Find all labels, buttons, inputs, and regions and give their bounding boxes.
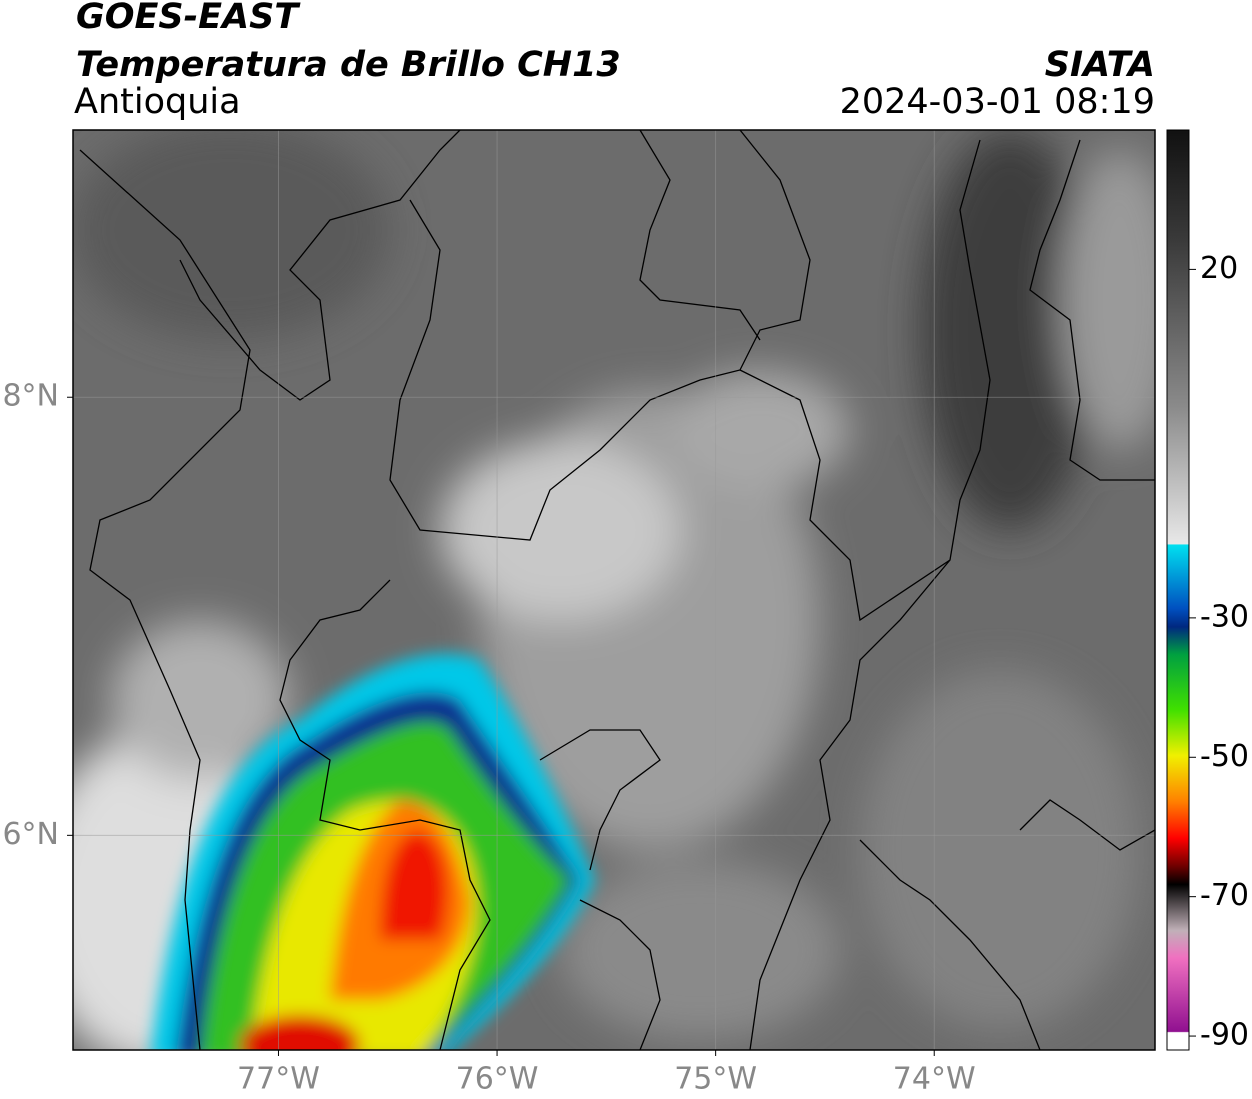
title: GOES-EAST [76, 0, 301, 37]
source: SIATA [1045, 45, 1155, 85]
x-tick-label: 75°W [674, 1062, 757, 1097]
x-tick-label: 74°W [893, 1062, 976, 1097]
x-tick-label: 76°W [456, 1062, 539, 1097]
y-tick-label: 8°N [2, 379, 59, 414]
x-tick-label: 77°W [237, 1062, 320, 1097]
colorbar [1166, 129, 1190, 1051]
subtitle: Temperatura de Brillo CH13 [76, 45, 621, 85]
colorbar-tick-label: -30 [1200, 599, 1249, 634]
region: Antioquia [74, 82, 241, 122]
colorbar-tick-label: -50 [1200, 739, 1249, 774]
y-tick-label: 6°N [2, 817, 59, 852]
borders [79, 130, 1155, 1050]
colorbar-tick-label: 20 [1200, 251, 1238, 286]
satellite-image [73, 130, 1155, 1050]
colorbar-tick-label: -70 [1200, 878, 1249, 913]
map-frame [72, 129, 1156, 1051]
colorbar-tick-label: -90 [1200, 1018, 1249, 1053]
graticule [73, 130, 1155, 1050]
datetime: 2024-03-01 08:19 [840, 82, 1155, 122]
